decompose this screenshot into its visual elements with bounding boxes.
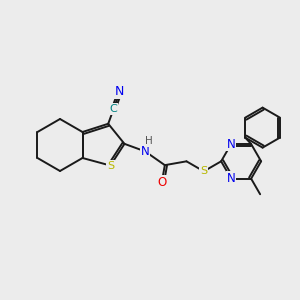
Text: C: C — [110, 104, 118, 114]
Text: S: S — [200, 166, 207, 176]
Text: N: N — [141, 145, 149, 158]
Text: N: N — [227, 172, 236, 185]
Text: S: S — [107, 160, 114, 170]
Text: O: O — [157, 176, 166, 189]
Text: N: N — [115, 85, 124, 98]
Text: N: N — [227, 137, 236, 151]
Text: H: H — [145, 136, 153, 146]
